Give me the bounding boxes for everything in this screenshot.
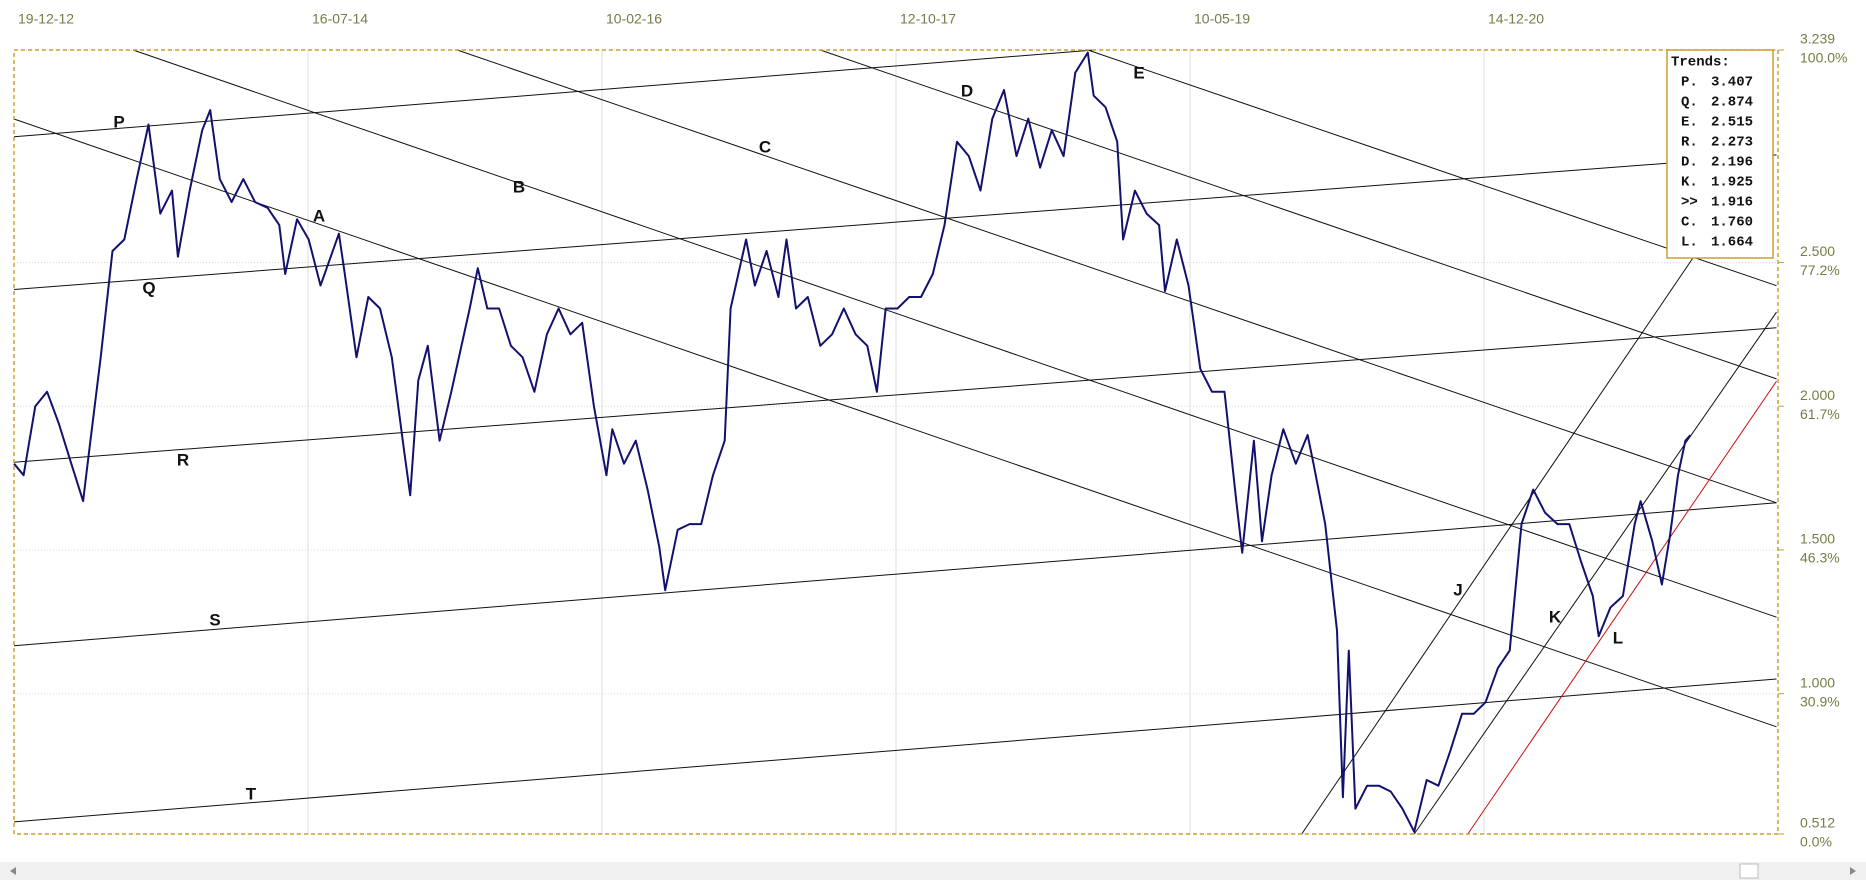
legend-box [1666, 49, 1774, 259]
legend-value: 1.925 [1711, 175, 1753, 191]
y-tick-label: 3.239 [1800, 31, 1835, 47]
x-tick-label: 19-12-12 [18, 11, 74, 27]
trend-label: E [1133, 63, 1144, 82]
legend-value: 3.407 [1711, 75, 1753, 91]
trend-label: D [961, 81, 973, 100]
plot-frame [13, 49, 1779, 835]
trend-label: A [313, 206, 325, 225]
x-tick-label: 10-02-16 [606, 11, 662, 27]
y-tick-label: 2.500 [1800, 243, 1835, 259]
legend-label: D. [1681, 155, 1698, 171]
trend-line [457, 49, 1777, 504]
legend-value: 1.916 [1711, 195, 1753, 211]
trend-line [1413, 311, 1777, 835]
legend-label: P. [1681, 75, 1698, 91]
y-percent-label: 61.7% [1800, 406, 1840, 422]
y-tick-label: 1.000 [1800, 674, 1835, 690]
trend-label: L [1613, 628, 1623, 647]
y-percent-label: 0.0% [1800, 834, 1832, 850]
legend-label: >> [1681, 195, 1698, 211]
legend-value: 2.874 [1711, 95, 1753, 111]
legend-value: 1.664 [1711, 235, 1753, 251]
y-percent-label: 46.3% [1800, 550, 1840, 566]
x-tick-label: 10-05-19 [1194, 11, 1250, 27]
trend-line [13, 502, 1777, 647]
scroll-track[interactable] [0, 862, 1866, 880]
legend-value: 2.273 [1711, 135, 1753, 151]
legend-title: Trends: [1671, 55, 1730, 71]
trend-line [1467, 380, 1777, 835]
legend-label: L. [1681, 235, 1698, 251]
legend-label: C. [1681, 215, 1698, 231]
y-tick-label: 1.500 [1800, 531, 1835, 547]
trend-line [132, 49, 1777, 618]
trend-line [1087, 49, 1777, 287]
legend-label: Q. [1681, 95, 1698, 111]
trend-label: T [246, 784, 257, 803]
scroll-left[interactable] [10, 867, 16, 875]
trend-line [13, 678, 1777, 823]
trend-line [1301, 255, 1695, 835]
x-tick-label: 14-12-20 [1488, 11, 1544, 27]
legend-label: E. [1681, 115, 1698, 131]
scrollbar[interactable] [0, 862, 1866, 880]
scroll-thumb[interactable] [1739, 863, 1759, 879]
x-tick-label: 16-07-14 [312, 11, 368, 27]
trend-label: K [1549, 607, 1562, 626]
trend-label: Q [142, 278, 155, 297]
legend-value: 1.760 [1711, 215, 1753, 231]
legend-label: R. [1681, 135, 1698, 151]
y-tick-label: 2.000 [1800, 387, 1835, 403]
legend-value: 2.196 [1711, 155, 1753, 171]
legend-label: K. [1681, 175, 1698, 191]
trend-line [13, 118, 1777, 728]
trend-label: R [177, 450, 189, 469]
trend-label: B [513, 177, 525, 196]
y-percent-label: 30.9% [1800, 693, 1840, 709]
trend-label: P [113, 112, 124, 131]
trend-label: S [209, 610, 220, 629]
trend-line [13, 327, 1777, 463]
x-tick-label: 12-10-17 [900, 11, 956, 27]
trend-line [13, 49, 1094, 138]
y-percent-label: 77.2% [1800, 262, 1840, 278]
trend-line [13, 154, 1777, 290]
trend-label: J [1453, 580, 1462, 599]
trend-line [820, 49, 1777, 380]
trend-label: C [759, 137, 771, 156]
y-tick-label: 0.512 [1800, 815, 1835, 831]
y-percent-label: 100.0% [1800, 50, 1847, 66]
legend-value: 2.515 [1711, 115, 1753, 131]
price-line [13, 51, 1692, 833]
scroll-right[interactable] [1850, 867, 1856, 875]
